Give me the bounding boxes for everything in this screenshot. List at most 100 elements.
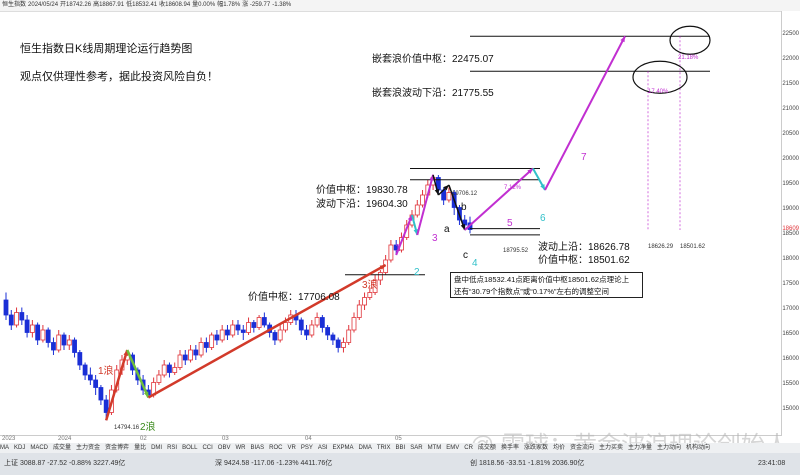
indicator-tab[interactable]: RSI (167, 445, 178, 451)
indicator-tab[interactable]: 成交额 (477, 445, 496, 451)
indicator-tab[interactable]: VR (287, 445, 296, 451)
indicator-tab[interactable]: 资金博弈 (105, 445, 130, 451)
price-label-18795: 18795.52 (503, 248, 529, 254)
wave-c-label: c (463, 250, 468, 261)
status-index-sz: 深 9424.58 -117.06 -1.23% 4411.76亿 (215, 460, 333, 467)
candle-body (219, 329, 225, 341)
indicator-tab[interactable]: CCI (202, 445, 213, 451)
candle-body (61, 334, 67, 346)
wave-5-arrow (464, 167, 534, 231)
indicator-tab[interactable]: 主力净量 (628, 445, 653, 451)
indicator-tab[interactable]: ROC (269, 445, 283, 451)
wave-2-arrow-head (143, 391, 149, 398)
x-tick-label: 05 (395, 436, 402, 442)
wave-3-sub-arrow (416, 174, 435, 236)
y-axis: 22500 22000 21500 21000 20500 20000 19500 19000… (781, 11, 800, 435)
y-tick-label: 20000 (782, 156, 799, 162)
candle-body (335, 339, 341, 348)
indicator-tab[interactable]: BOLL (182, 445, 198, 451)
indicator-tab[interactable]: 资金流向 (569, 445, 594, 451)
indicator-tab[interactable]: SAR (410, 445, 423, 451)
candle-body (19, 312, 25, 321)
candle-body (230, 324, 236, 336)
y-tick-label: 16000 (782, 356, 799, 362)
indicator-tab[interactable]: 机构动向 (686, 445, 711, 451)
indicator-tab[interactable]: 换手率 (500, 445, 519, 451)
pct-label-712: 7.12% (504, 185, 522, 191)
candle-body (356, 304, 362, 318)
indicator-tab[interactable]: TRIX (376, 445, 391, 451)
indicator-tab[interactable]: PSY (300, 445, 313, 451)
indicator-tab[interactable]: 主力动向 (657, 445, 682, 451)
candle-body (51, 342, 56, 351)
candle-body (377, 272, 383, 281)
candle-body (93, 379, 99, 388)
wave-1-sub-arrow (395, 214, 413, 256)
indicator-tab[interactable]: 主力资金 (76, 445, 101, 451)
indicator-tab[interactable]: CR (464, 445, 473, 451)
candle-body (256, 317, 262, 328)
indicator-tab[interactable]: MTM (427, 445, 442, 451)
wave-2-arrow (126, 349, 150, 399)
indicator-tab[interactable]: DMI (151, 445, 163, 451)
x-axis: 2023 2024 02 03 04 05 (0, 435, 782, 444)
quote-field: 2024/05/24 (28, 2, 59, 8)
indicator-tab[interactable]: DMA (358, 445, 372, 451)
indicator-tab[interactable]: 成交量 (53, 445, 72, 451)
x-tick-label: 2024 (58, 436, 72, 442)
wave-3-label: 3 (432, 233, 438, 244)
nested-wave-lower-label: 嵌套浪波动下沿：21775.55 (372, 88, 494, 99)
candle-body (314, 317, 320, 326)
nested-value-center-label: 嵌套浪价值中枢：22475.07 (372, 54, 494, 65)
y-tick-label: 22500 (782, 31, 799, 37)
quote-field: 幅1.78% (217, 2, 241, 8)
note-box: 盘中低点18532.41点距离价值中枢18501.62点理论上 还有“30.79… (450, 272, 643, 298)
wave-3-lang-label: 3浪 (362, 280, 378, 291)
wave-upper-right-label: 波动上沿：18626.78 (538, 242, 630, 253)
indicator-tab[interactable]: 主力买卖 (599, 445, 624, 451)
indicator-tab[interactable]: ASI (317, 445, 328, 451)
indicator-tab[interactable]: EXPMA (332, 445, 354, 451)
candle-body (325, 327, 331, 336)
indicator-tab[interactable]: 涨跌家数 (523, 445, 548, 451)
wave-4-label: 4 (472, 258, 478, 269)
indicator-tab[interactable]: MA (0, 445, 9, 451)
indicator-tab[interactable]: OBV (217, 445, 231, 451)
wave-b-arrow-head (443, 185, 449, 191)
wave-7-label: 7 (581, 152, 587, 163)
indicator-tab[interactable]: WR (235, 445, 246, 451)
candle-body (351, 317, 357, 331)
candle-body (182, 354, 188, 361)
candle-body (277, 329, 283, 341)
indicator-tab[interactable]: 均价 (552, 445, 565, 451)
candle-body (203, 342, 209, 348)
target-ellipse-upper (669, 25, 711, 55)
candle-body (45, 329, 51, 343)
value-center-left-label: 价值中枢：17706.08 (248, 292, 340, 303)
chart-subtitle: 观点仅供理性参考，据此投资风险自负！ (20, 71, 218, 83)
y-tick-label: 16500 (782, 331, 799, 337)
candle-body (40, 329, 46, 341)
candle-body (14, 312, 19, 326)
quote-field: 低18532.41 (126, 2, 158, 8)
indicator-tab[interactable]: EMV (446, 445, 460, 451)
candle-body (35, 324, 41, 341)
wave-2-lang-label: 2浪 (140, 422, 156, 433)
candle-body (177, 354, 183, 368)
indicator-tab[interactable]: 量比 (134, 445, 147, 451)
indicator-tab[interactable]: MACD (30, 445, 49, 451)
price-label-18501: 18501.62 (680, 244, 706, 250)
indicator-tab[interactable]: BBI (395, 445, 406, 451)
status-index-sh: 上证 3088.87 -27.52 -0.88% 3227.49亿 (4, 460, 126, 467)
indicator-tab[interactable]: BIAS (250, 445, 265, 451)
y-tick-label: 18500 (782, 231, 799, 237)
indicator-tab[interactable]: KDJ (14, 445, 26, 451)
candle-body (240, 329, 246, 333)
candle-body (346, 329, 352, 343)
candle-body (82, 364, 88, 376)
note-line-1: 盘中低点18532.41点距离价值中枢18501.62点理论上 (454, 275, 630, 284)
candle-body (209, 334, 215, 348)
wave-c-arrow-head (460, 224, 466, 230)
